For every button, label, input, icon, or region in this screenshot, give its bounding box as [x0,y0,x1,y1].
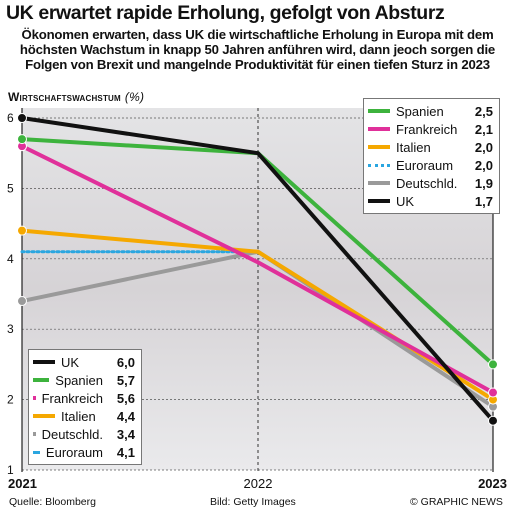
legend-swatch [368,145,390,149]
x-tick-label: 2022 [244,476,273,491]
data-point-spanien [488,359,498,370]
legend-series-name: Italien [396,139,431,155]
image-credit: Bild: Getty Images [210,496,296,508]
legend-series-value: 1,9 [474,175,493,191]
legend-swatch [368,109,390,113]
y-axis-unit: (%) [124,90,145,104]
y-tick-label: 1 [7,463,14,477]
x-tick-label: 2021 [8,476,37,491]
data-point-italien [17,225,27,236]
legend-series-value: 6,0 [116,354,135,370]
legend-series-name: UK [61,354,80,370]
legend-swatch [33,396,36,400]
legend-item: Euroraum 4,1 [33,443,135,461]
x-tick-label: 2023 [478,476,507,491]
legend-swatch [33,432,36,436]
legend-item: Euroraum 2,0 [368,156,493,174]
legend-series-name: UK [396,193,415,209]
legend-series-name: Deutschld. [41,426,103,442]
legend-series-value: 4,1 [116,444,135,460]
legend-item: Frankreich 5,6 [33,389,135,407]
legend-item: Italien 2,0 [368,138,493,156]
legend-series-name: Deutschld. [396,175,458,191]
legend-series-name: Spanien [55,372,103,388]
legend-series-name: Frankreich [396,121,458,137]
legend-series-value: 5,6 [116,390,135,406]
legend-item: Italien 4,4 [33,407,135,425]
data-series [17,113,498,426]
y-axis-label: Wirtschaftswachstum (%) [8,90,144,104]
copyright-note: © GRAPHIC NEWS [410,496,503,508]
y-tick-label: 5 [7,181,14,195]
legend-item: Frankreich 2,1 [368,120,493,138]
series-line-frankreich [21,144,494,395]
legend-item: Spanien 2,5 [368,102,493,120]
data-point-deutschld [17,296,27,307]
series-line-uk [21,116,495,423]
y-tick-label: 3 [7,322,14,336]
legend-item: Spanien 5,7 [33,371,135,389]
legend-series-name: Euroraum [45,444,103,460]
legend-item: UK 1,7 [368,192,493,210]
chart-subtitle: Ökonomen erwarten, dass UK die wirtschaf… [19,27,496,72]
legend-swatch [33,378,50,382]
legend-swatch [33,360,55,364]
data-point-uk [17,113,27,123]
legend-swatch [368,181,390,185]
legend-swatch [368,163,390,167]
data-point-uk [488,415,498,426]
legend-series-value: 5,7 [116,372,135,388]
y-tick-label: 6 [7,111,14,125]
legend-swatch [368,199,390,203]
legend-item: Deutschld. 1,9 [368,174,493,192]
legend-swatch [33,414,55,418]
legend-series-value: 1,7 [474,193,493,209]
data-point-frankreich [488,387,498,398]
legend-item: UK 6,0 [33,353,135,371]
legend-series-name: Spanien [396,103,444,119]
y-tick-label: 2 [7,393,14,407]
legend-series-value: 3,4 [116,426,135,442]
y-axis-label-text: Wirtschaftswachstum [8,90,121,104]
legend-swatch [33,450,40,454]
legend-series-value: 2,0 [474,139,493,155]
legend-2023: Spanien 2,5 Frankreich 2,1 Italien 2,0 Eurorau… [363,98,500,214]
legend-series-value: 2,5 [474,103,493,119]
legend-swatch [368,127,390,131]
legend-series-value: 2,1 [474,121,493,137]
axes: 1 2 3 4 5 6 2021 2022 2023 [7,111,507,491]
legend-series-name: Frankreich [41,390,103,406]
data-point-spanien [17,134,27,145]
source-note: Quelle: Bloomberg [9,496,96,508]
legend-series-name: Euroraum [396,157,454,173]
chart-title: UK erwartet rapide Erholung, gefolgt von… [6,2,445,24]
legend-series-value: 4,4 [116,408,135,424]
legend-2021: UK 6,0 Spanien 5,7 Frankreich 5,6 Italien 4,4 De… [28,349,142,465]
legend-series-name: Italien [61,408,96,424]
legend-series-value: 2,0 [474,157,493,173]
y-tick-label: 4 [7,252,14,266]
legend-item: Deutschld. 3,4 [33,425,135,443]
